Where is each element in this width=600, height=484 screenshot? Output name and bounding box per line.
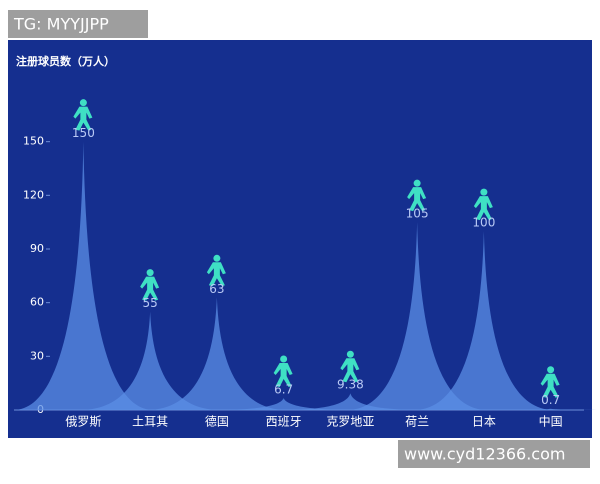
- spike: [13, 141, 154, 410]
- player-icon: [140, 269, 160, 301]
- spike: [213, 398, 354, 410]
- value-label: 9.38: [337, 378, 364, 392]
- icon-body: [73, 106, 93, 131]
- icon-body: [273, 363, 293, 388]
- player-icon: [540, 366, 560, 398]
- x-tick-label: 俄罗斯: [65, 415, 101, 429]
- icon-head: [413, 179, 421, 187]
- value-label: 0.7: [541, 393, 560, 407]
- player-icon: [206, 254, 226, 287]
- value-label: 100: [472, 216, 495, 230]
- value-label: 6.7: [274, 383, 293, 397]
- watermark: www.cyd12366.com: [404, 445, 565, 464]
- plot-area: 0306090120150150俄罗斯55土耳其63德国6.7西班牙9.38克罗…: [13, 99, 600, 429]
- icon-body: [407, 187, 427, 212]
- x-tick-label: 德国: [205, 414, 229, 429]
- spike: [146, 297, 287, 410]
- icon-head: [213, 254, 221, 262]
- y-tick-label: 150: [23, 135, 44, 148]
- spike: [413, 231, 554, 410]
- x-tick-label: 日本: [472, 415, 496, 429]
- player-icon: [407, 179, 427, 212]
- player-icon: [73, 99, 93, 131]
- player-icon: [473, 188, 493, 221]
- value-label: 55: [142, 296, 157, 310]
- y-axis-label: 注册球员数（万人）: [16, 54, 115, 68]
- icon-head: [346, 350, 354, 358]
- watermark-box: [398, 440, 590, 468]
- y-tick-label: 30: [30, 349, 44, 362]
- y-tick-label: 90: [30, 242, 44, 255]
- player-icon: [273, 355, 293, 388]
- value-label: 150: [72, 126, 95, 140]
- spike: [280, 393, 421, 410]
- icon-head: [79, 99, 87, 107]
- icon-body: [140, 276, 160, 301]
- icon-body: [340, 358, 360, 383]
- spike: [80, 311, 221, 410]
- x-tick-label: 克罗地亚: [326, 415, 374, 429]
- header-tag: TG: MYYJJPP: [13, 15, 109, 34]
- x-tick-label: 荷兰: [405, 415, 429, 429]
- spike: [347, 222, 488, 410]
- icon-head: [480, 188, 488, 196]
- icon-body: [206, 262, 226, 287]
- x-tick-label: 中国: [539, 414, 563, 429]
- player-icon: [340, 350, 360, 383]
- tag-box: [8, 10, 148, 38]
- icon-head: [547, 366, 555, 374]
- icon-head: [280, 355, 288, 363]
- value-label: 63: [209, 282, 224, 296]
- value-label: 105: [406, 207, 429, 221]
- spike: [480, 408, 600, 410]
- icon-body: [540, 373, 560, 398]
- icon-head: [146, 269, 154, 277]
- icon-body: [473, 196, 493, 221]
- y-tick-label: 60: [30, 296, 44, 309]
- x-tick-label: 土耳其: [132, 415, 168, 429]
- x-tick-label: 西班牙: [266, 415, 302, 429]
- y-tick-label: 120: [23, 188, 44, 201]
